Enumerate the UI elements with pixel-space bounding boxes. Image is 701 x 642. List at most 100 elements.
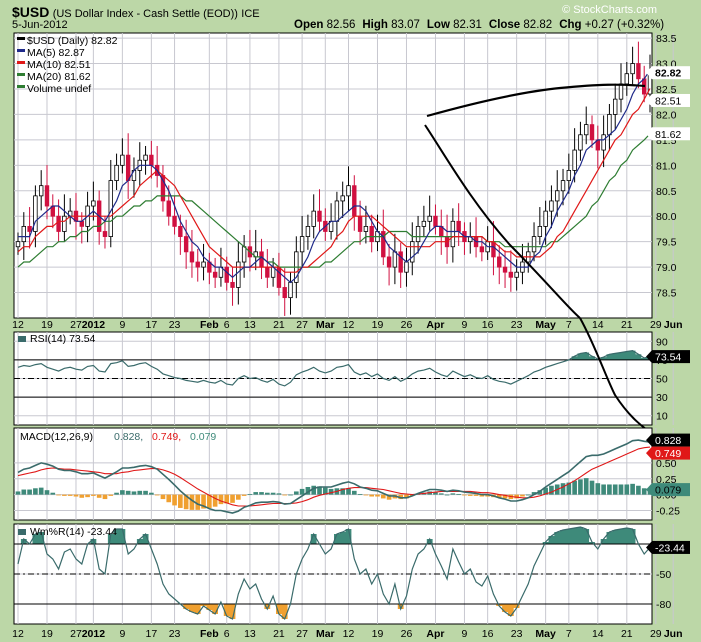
macd-histogram-bar [346,488,351,495]
ohlc-value: 82.56 [326,19,356,31]
macd-histogram-bar [201,494,206,509]
macd-histogram-bar [560,483,566,495]
x-tick-label: 29 [650,319,662,331]
y-tick-label: 79.0 [656,262,677,274]
x-tick-label: 21 [621,628,633,640]
exchange: ICE [241,8,260,20]
macd-histogram-bar [288,494,293,496]
candle-up [560,180,566,192]
ohlc-value: +0.27 (+0.32%) [584,19,665,31]
candle-down [433,215,438,227]
candle-up [566,170,572,181]
candle-down [195,261,200,268]
macd-histogram-bar [195,494,201,510]
candle-down [224,266,229,283]
candle-up [410,241,415,263]
x-tick-label: 12 [12,319,24,331]
y-tick-label: 82.5 [656,84,677,96]
candle-up [415,225,421,243]
candle-up [311,210,316,227]
legend-swatch [17,85,25,88]
candle-down [636,63,641,80]
legend-entry: $USD (Daily) 82.82 [27,35,118,47]
macd-histogram-bar [102,494,108,500]
macd-histogram-bar [520,494,525,497]
candle-up [241,246,247,263]
candle-up [555,190,560,202]
price-panel-frame [13,32,653,319]
macd-histogram-bar [44,490,50,495]
candle-down [479,246,485,253]
value-tag-text: 82.51 [655,95,681,107]
x-tick-label: Feb [200,628,219,640]
candle-up [392,251,398,268]
x-tick-label: 19 [41,628,53,640]
macd-histogram-bar [641,488,647,495]
macd-histogram-bar [120,490,125,495]
candle-up [549,200,554,212]
value-tag-text: 73.54 [655,352,681,364]
macd-histogram-bar [612,484,618,495]
x-tick-label: May [535,628,556,640]
candle-down [491,241,496,258]
candle-up [618,83,624,100]
macd-histogram-bar [79,494,85,498]
macd-panel: -0.250.000.250.50MACD(12,26,9)0.828,0.74… [13,427,690,521]
macd-histogram-bar [259,492,264,495]
macd-histogram-bar [433,492,438,495]
macd-histogram-bar [549,485,554,495]
x-tick-label: 6 [224,319,230,331]
candle-down [149,154,154,166]
candle-down [502,266,508,273]
y-tick-label: 83.5 [656,33,677,45]
value-tag-arrow [646,350,652,364]
macd-histogram-bar [618,484,624,495]
macd-histogram-bar [462,494,467,496]
candle-down [27,225,32,232]
macd-histogram-bar [265,492,270,495]
candle-down [189,251,195,263]
annotation-arc [426,83,646,118]
candle-up [91,200,96,207]
macd-histogram-bar [566,482,572,495]
value-tag-text: -23.44 [655,542,685,554]
candle-up [120,154,125,166]
macd-signal-line [17,446,651,507]
y-tick-label: 82.0 [656,109,677,121]
x-tick-label: 12 [12,628,24,640]
legend-swatch [17,49,25,52]
macd-histogram-bar [479,494,485,497]
value-tag-arrow [646,446,652,460]
value-tag-arrow [646,93,652,107]
macd-histogram-bar [386,494,392,500]
candle-down [259,251,264,268]
y-tick-label: 50 [656,374,668,386]
macd-histogram-bar [572,480,577,495]
macd-histogram-bar [38,487,44,495]
candle-up [114,164,119,181]
macd-histogram-bar [363,494,369,496]
macd-histogram-bar [230,494,235,503]
macd-histogram-bar [340,488,346,495]
value-tag-arrow [646,433,652,447]
macd-histogram-bar [131,491,137,495]
x-tick-label: 7 [566,319,572,331]
y-tick-label: 30 [656,392,668,404]
legend-swatch [17,73,25,76]
candle-down [276,266,282,288]
candle-down [386,256,392,268]
annotation-curve [424,124,581,319]
ohlc-value: 82.82 [523,19,553,31]
x-tick-label: 19 [372,319,384,331]
candle-up [421,220,427,227]
legend-swatch [17,61,25,64]
candle-up [201,261,206,268]
candle-down [166,200,171,217]
candle-up [601,134,606,151]
x-tick-label: 21 [621,319,633,331]
candle-up [572,149,577,171]
x-tick-label: 9 [119,628,125,640]
candle-up [427,215,432,222]
macd-histogram-bar [62,494,67,496]
candle-up [607,114,612,136]
